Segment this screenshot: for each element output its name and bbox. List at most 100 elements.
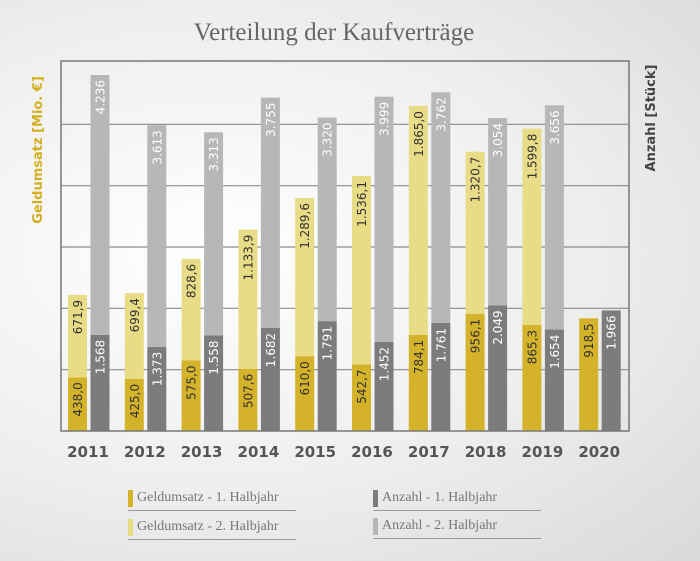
- gridlines: [61, 123, 629, 371]
- legend-item-anzahl-h2: Anzahl - 2. Halbjahr: [373, 516, 541, 539]
- legend-swatch: [128, 519, 133, 536]
- bar-segment: [352, 364, 371, 431]
- legend-swatch: [373, 518, 378, 535]
- data-label: 1.452: [378, 347, 392, 381]
- data-label: 671,9: [71, 300, 85, 334]
- data-label: 3.320: [321, 123, 335, 157]
- bar-segment: [317, 117, 337, 322]
- data-label: 956,1: [469, 319, 483, 353]
- bar-segment: [544, 329, 564, 431]
- bar-segment: [488, 305, 508, 431]
- data-label: 865,3: [525, 330, 539, 364]
- x-tick-label: 2013: [181, 443, 223, 461]
- bar-segment: [544, 105, 564, 330]
- data-label: 1.865,0: [412, 111, 426, 157]
- data-label: 438,0: [71, 382, 85, 416]
- data-label: 1.536,1: [355, 181, 369, 227]
- data-label: 784,1: [412, 340, 426, 374]
- data-label: 3.762: [434, 97, 448, 131]
- bar-segment: [68, 294, 87, 378]
- bar-segment: [204, 335, 224, 431]
- data-label: 1.373: [150, 352, 164, 386]
- data-label: 1.568: [94, 340, 108, 374]
- bar-segment: [522, 128, 542, 325]
- data-label: 1.558: [207, 340, 221, 374]
- bar-segment: [408, 106, 428, 335]
- x-tick-label: 2014: [238, 443, 280, 461]
- x-tick-label: 2019: [522, 443, 564, 461]
- bar-segment: [295, 356, 315, 431]
- legend-item-geld-h2: Geldumsatz - 2. Halbjahr: [128, 517, 296, 540]
- data-label: 1.654: [548, 335, 562, 369]
- bar-segment: [431, 322, 451, 431]
- data-label: 828,6: [185, 264, 199, 298]
- legend-item-anzahl-h1: Anzahl - 1. Halbjahr: [373, 488, 541, 511]
- bar-segment: [181, 258, 201, 361]
- data-label: 1.289,6: [298, 203, 312, 249]
- legend-label: Anzahl - 1. Halbjahr: [382, 490, 498, 505]
- bar-segment: [295, 197, 315, 357]
- data-label: 3.313: [207, 137, 221, 171]
- data-label: 699,4: [128, 298, 142, 332]
- data-label: 1.599,8: [525, 134, 539, 180]
- data-label: 1.133,9: [241, 235, 255, 281]
- data-label: 542,7: [355, 369, 369, 403]
- x-tick-label: 2012: [124, 443, 166, 461]
- y-axis-left-title: Geldumsatz [Mio. €]: [31, 76, 46, 224]
- data-label: 3.054: [491, 123, 505, 157]
- legend-swatch: [128, 490, 133, 507]
- x-tick-label: 2011: [67, 443, 109, 461]
- bar-segment: [431, 92, 451, 323]
- bar-segment: [238, 229, 258, 369]
- data-label: 3.613: [150, 130, 164, 164]
- bar-segment: [260, 327, 280, 431]
- legend-item-geld-h1: Geldumsatz - 1. Halbjahr: [128, 488, 296, 511]
- legend-label: Geldumsatz - 1. Halbjahr: [137, 490, 279, 505]
- data-label: 3.755: [264, 103, 278, 137]
- x-tick-label: 2017: [408, 443, 450, 461]
- bar-segment: [465, 151, 485, 314]
- x-tick-label: 2018: [465, 443, 507, 461]
- data-label: 918,5: [582, 323, 596, 357]
- bar-segment: [68, 377, 87, 431]
- data-label: 1.682: [264, 333, 278, 367]
- bar-segment: [488, 118, 508, 306]
- bar-segment: [374, 341, 394, 431]
- data-label: 2.049: [491, 310, 505, 344]
- bar-segment: [408, 334, 428, 431]
- bar-segment: [601, 310, 621, 431]
- data-label: 1.966: [605, 315, 619, 349]
- data-label: 1.761: [434, 328, 448, 362]
- data-label: 4.236: [94, 80, 108, 114]
- data-label: 575,0: [185, 365, 199, 399]
- bar-segment: [238, 368, 258, 431]
- bar-segment: [90, 334, 110, 431]
- chart-title: Verteilung der Kaufverträge: [194, 19, 474, 46]
- bar-segment: [352, 176, 371, 365]
- bar-segment: [147, 125, 167, 347]
- bar-segment: [374, 96, 394, 342]
- data-label: 1.791: [321, 326, 335, 360]
- plot-frame: [60, 60, 630, 432]
- bar-segment: [465, 313, 485, 431]
- x-axis-tick-labels: 2011 2012 2013 2014 2015 2016 2017 2018 2019 2020: [67, 443, 620, 461]
- data-label: 3.999: [378, 102, 392, 136]
- bar-segment: [522, 324, 542, 431]
- bar-segment: [90, 75, 110, 335]
- data-label: 425,0: [128, 384, 142, 418]
- bar-segment: [124, 293, 144, 379]
- x-tick-label: 2016: [351, 443, 393, 461]
- bar-segment: [147, 346, 167, 431]
- legend-swatch: [373, 490, 378, 507]
- x-tick-label: 2020: [578, 443, 620, 461]
- data-label: 1.320,7: [469, 157, 483, 203]
- data-label: 610,0: [298, 361, 312, 395]
- y-axis-right-title: Anzahl [Stück]: [644, 65, 659, 172]
- bar-segment: [579, 318, 599, 431]
- data-label: 507,6: [241, 374, 255, 408]
- bar-segment: [181, 360, 201, 431]
- bar-segment: [204, 132, 224, 336]
- data-label: 3.656: [548, 110, 562, 144]
- legend-label: Geldumsatz - 2. Halbjahr: [137, 519, 279, 534]
